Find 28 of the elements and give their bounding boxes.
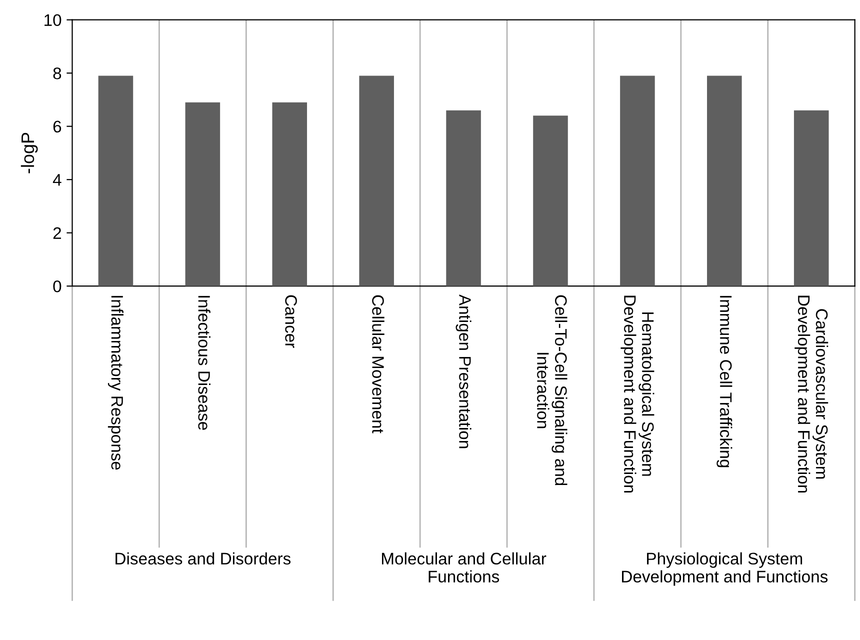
y-tick-label: 8	[53, 67, 62, 80]
x-tick-label: Antigen Presentation	[456, 294, 472, 448]
text: Diseases and Disorders	[116, 552, 291, 565]
text: Molecular and Cellular Functions	[382, 552, 546, 583]
x-tick-label: Inflammatory Response	[108, 296, 124, 470]
bar	[707, 76, 742, 286]
x-tick-label: Cardiovascular System Development and Function	[794, 296, 828, 493]
x-tick-label: Cancer	[285, 295, 297, 348]
bar	[794, 110, 829, 286]
text: Physiological System Development and Functions	[622, 552, 828, 586]
x-tick-label: Hematological System Development and Function	[620, 296, 654, 493]
y-tick-label: 4	[52, 174, 62, 186]
x-tick-label: Immune Cell Trafficking	[716, 296, 732, 468]
y-axis-title: -logP	[20, 132, 38, 174]
x-tick-label: Infectious Disease	[198, 296, 210, 430]
bar	[446, 110, 481, 286]
x-tick-label: Cellular Movement	[372, 295, 384, 434]
y-tick-label: 2	[53, 227, 61, 239]
bar	[359, 76, 394, 286]
bar	[620, 76, 655, 286]
x-tick-label: Cell-To-Cell Signaling and Interaction	[537, 295, 568, 486]
bar	[533, 116, 568, 286]
bar	[272, 102, 308, 286]
y-tick-label: 10	[44, 14, 62, 26]
y-tick-label: 6	[53, 120, 62, 133]
y-tick-label: 0	[53, 280, 62, 292]
bar	[98, 76, 134, 286]
bar	[185, 102, 220, 286]
